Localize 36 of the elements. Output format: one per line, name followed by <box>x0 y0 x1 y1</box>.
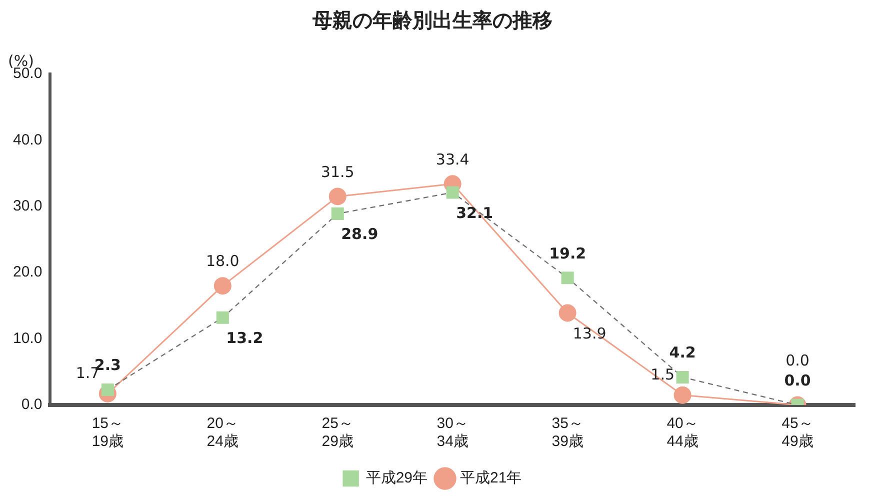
point <box>216 311 229 324</box>
chart-title: 母親の年齢別出生率の推移 <box>312 8 552 32</box>
legend-label: 平成21年 <box>460 470 522 487</box>
point <box>214 277 232 295</box>
y-tick-label: 40.0 <box>12 131 42 148</box>
point <box>676 370 689 384</box>
point <box>331 207 344 220</box>
point <box>446 186 459 199</box>
data-label: 31.5 <box>320 162 354 181</box>
y-tick-label: 20.0 <box>12 264 42 281</box>
point <box>674 386 692 404</box>
x-tick-label: 25～ 29歳 <box>322 415 354 450</box>
data-label: 33.4 <box>436 150 470 168</box>
x-tick-label: 20～ 24歳 <box>206 415 238 450</box>
y-tick-label: 10.0 <box>12 330 42 347</box>
y-tick-label: 0.0 <box>21 396 42 414</box>
x-tick-label: 45～ 49歳 <box>782 415 814 450</box>
x-tick-label: 40～ 44歳 <box>666 415 698 450</box>
data-label: 19.2 <box>549 244 586 262</box>
point <box>558 304 576 322</box>
legend-label: 平成29年 <box>366 470 428 487</box>
point <box>561 272 574 284</box>
data-label: 32.1 <box>456 204 494 222</box>
data-label: 0.0 <box>784 371 811 390</box>
x-tick-label: 30～ 34歳 <box>436 415 468 450</box>
data-label: 0.0 <box>786 351 810 370</box>
data-label: 28.9 <box>341 225 378 244</box>
data-label: 1.5 <box>650 365 675 384</box>
data-label: 18.0 <box>206 252 240 270</box>
data-label: 4.2 <box>669 344 696 362</box>
x-tick-label: 15～ 19歳 <box>92 415 124 450</box>
data-label: 13.2 <box>226 329 264 348</box>
data-label: 13.9 <box>572 324 606 342</box>
x-tick-label: 35～ 39歳 <box>552 415 584 450</box>
y-tick-label: 30.0 <box>12 198 42 215</box>
point <box>328 188 346 206</box>
